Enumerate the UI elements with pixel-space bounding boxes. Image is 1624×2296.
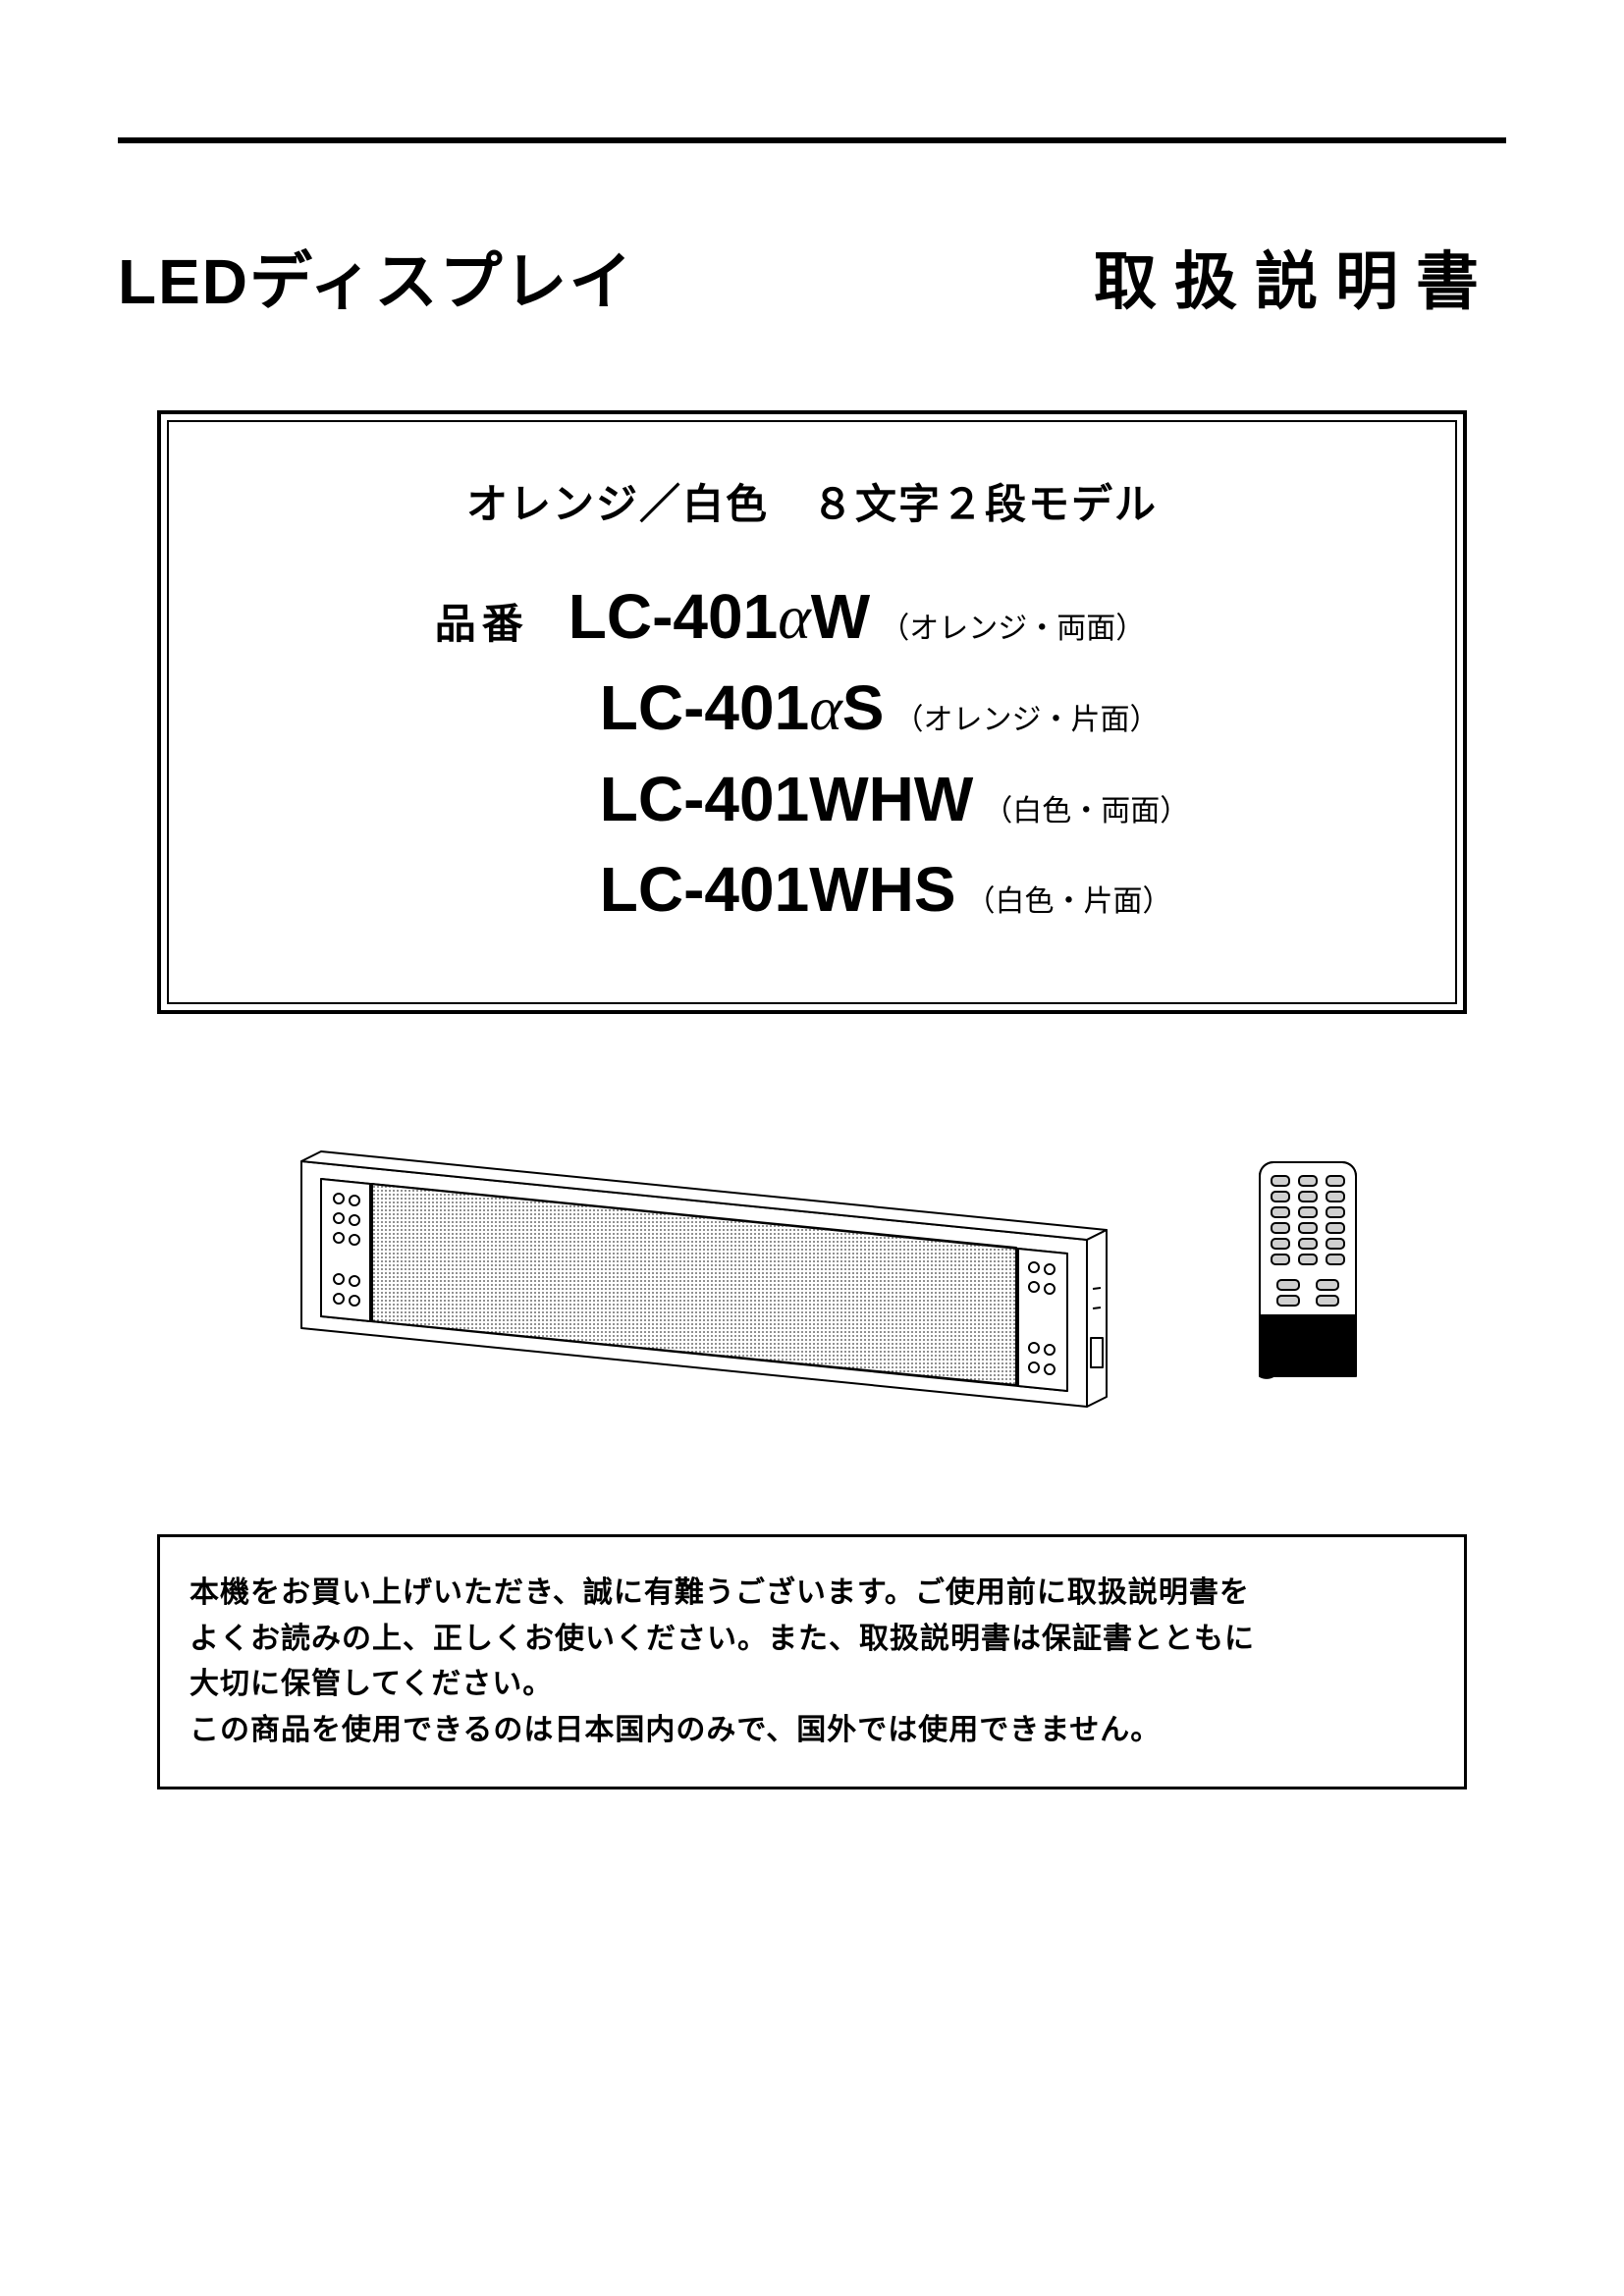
model-note-2: （白色・両面）: [983, 795, 1189, 828]
model-line-0: 品番 LC-401αW （オレンジ・両面）: [435, 580, 1189, 654]
notice-line-3: 大切に保管してください。: [189, 1668, 553, 1700]
notice-line-1: 本機をお買い上げいただき、誠に有難うございます。ご使用前に取扱説明書を: [189, 1576, 1250, 1609]
notice-text: 本機をお買い上げいただき、誠に有難うございます。ご使用前に取扱説明書を よくお読…: [189, 1571, 1435, 1753]
model-box-inner: オレンジ／白色 ８文字２段モデル 品番LC-401αW（オレンジ・両面） LC-…: [167, 420, 1457, 1004]
notice-box: 本機をお買い上げいただき、誠に有難うございます。ご使用前に取扱説明書を よくお読…: [157, 1534, 1467, 1789]
model-code-2: LC-401WHW: [600, 763, 973, 835]
model-suffix-1: S: [842, 672, 885, 743]
illustration-row: [157, 1122, 1467, 1416]
led-panel-illustration: [262, 1122, 1146, 1416]
notice-line-4: この商品を使用できるのは日本国内のみで、国外では使用できません。: [189, 1714, 1161, 1746]
model-subhead: オレンジ／白色 ８文字２段モデル: [228, 471, 1396, 531]
model-suffix-0: W: [811, 581, 870, 652]
top-horizontal-rule: [118, 137, 1506, 143]
model-note-0: （オレンジ・両面）: [880, 613, 1145, 645]
model-line-2: LC-401WHW （白色・両面）: [600, 763, 1189, 835]
title-left: LEDディスプレイ: [118, 232, 634, 322]
hinban-label: 品番: [435, 591, 529, 651]
model-note-1: （オレンジ・片面）: [893, 704, 1159, 736]
title-right: 取扱説明書: [1094, 232, 1496, 322]
model-note-3: （白色・片面）: [966, 885, 1172, 918]
model-box: オレンジ／白色 ８文字２段モデル 品番LC-401αW（オレンジ・両面） LC-…: [157, 410, 1467, 1014]
model-lines: 品番LC-401αW（オレンジ・両面） LC-401αS（オレンジ・片面） LC…: [435, 580, 1189, 943]
model-code-0: LC-401: [568, 580, 778, 653]
model-greek-1: α: [809, 673, 842, 743]
model-line-1: LC-401αS（オレンジ・片面）: [600, 671, 1189, 745]
remote-illustration: [1254, 1156, 1362, 1382]
title-row: LEDディスプレイ 取扱説明書: [118, 232, 1506, 322]
manual-cover-page: LEDディスプレイ 取扱説明書 オレンジ／白色 ８文字２段モデル 品番 LC-40…: [0, 0, 1624, 2296]
model-greek-0: α: [778, 582, 811, 652]
model-code-3: LC-401WHS: [600, 853, 956, 926]
model-code-1: LC-401: [600, 671, 809, 744]
model-line-3: LC-401WHS （白色・片面）: [600, 853, 1189, 926]
notice-line-2: よくお読みの上、正しくお使いください。また、取扱説明書は保証書とともに: [189, 1623, 1255, 1655]
